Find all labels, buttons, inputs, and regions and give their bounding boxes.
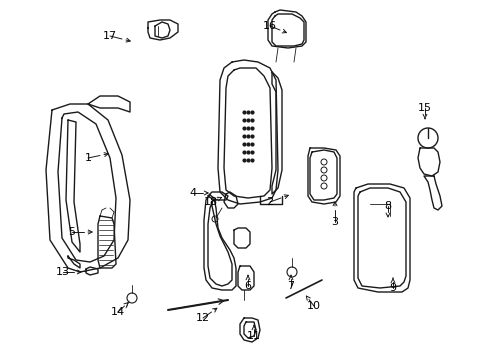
Text: 10: 10: [306, 301, 320, 311]
Circle shape: [320, 183, 326, 189]
Text: 6: 6: [244, 281, 251, 291]
Text: 7: 7: [287, 281, 294, 291]
Circle shape: [320, 159, 326, 165]
Text: 11: 11: [246, 331, 261, 341]
Text: 5: 5: [68, 227, 75, 237]
Text: 8: 8: [384, 201, 391, 211]
Circle shape: [320, 175, 326, 181]
Text: 1: 1: [84, 153, 91, 163]
Text: 3: 3: [331, 217, 338, 227]
Text: 14: 14: [111, 307, 125, 317]
Text: 13: 13: [56, 267, 70, 277]
Text: 4: 4: [189, 188, 196, 198]
Text: 16: 16: [263, 21, 276, 31]
Text: 2: 2: [266, 197, 273, 207]
Text: 12: 12: [196, 313, 210, 323]
Circle shape: [320, 167, 326, 173]
Text: 17: 17: [103, 31, 117, 41]
Text: 15: 15: [417, 103, 431, 113]
Text: 9: 9: [388, 283, 396, 293]
Text: 18: 18: [203, 197, 218, 207]
